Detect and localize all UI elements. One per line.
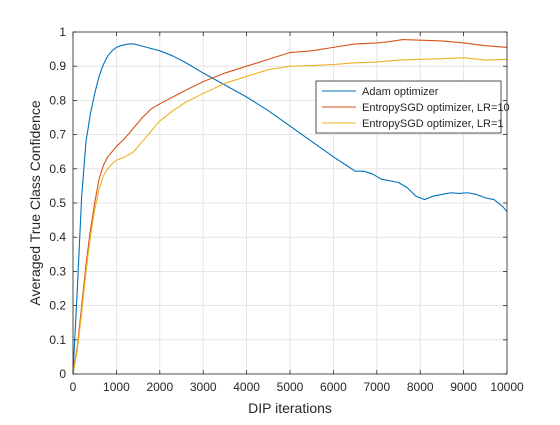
x-tick-label: 10000 xyxy=(490,380,524,394)
x-tick-label: 1000 xyxy=(103,380,130,394)
y-tick-label: 0.7 xyxy=(49,128,66,142)
y-tick-labels: 0 0.1 0.2 0.3 0.4 0.5 0.6 0.7 0.8 0.9 1 xyxy=(49,25,66,381)
x-tick-label: 7000 xyxy=(363,380,390,394)
x-tick-labels: 0 1000 2000 3000 4000 5000 6000 7000 8000 9000 100… xyxy=(70,380,524,394)
series-line-2 xyxy=(72,38,508,375)
legend-label-1: Adam optimizer xyxy=(362,86,439,98)
legend-label-3: EntropySGD optimizer, LR=1 xyxy=(362,118,504,130)
series-line-3 xyxy=(72,57,508,375)
y-tick-label: 0.5 xyxy=(49,196,66,210)
y-tick-label: 0.1 xyxy=(49,333,66,347)
x-axis-label: DIP iterations xyxy=(248,400,332,416)
legend-label-2: EntropySGD optimizer, LR=10 xyxy=(362,102,510,114)
y-tick-label: 1 xyxy=(59,25,66,39)
y-tick-label: 0.3 xyxy=(49,264,66,278)
x-tick-label: 3000 xyxy=(190,380,217,394)
x-tick-label: 5000 xyxy=(277,380,304,394)
x-tick-label: 9000 xyxy=(450,380,477,394)
x-tick-label: 4000 xyxy=(233,380,260,394)
y-tick-label: 0.9 xyxy=(49,59,66,73)
x-tick-label: 8000 xyxy=(407,380,434,394)
series-line-1 xyxy=(72,43,508,375)
y-tick-label: 0.8 xyxy=(49,93,66,107)
legend: Adam optimizer EntropySGD optimizer, LR=1… xyxy=(315,80,510,134)
y-tick-label: 0.6 xyxy=(49,162,66,176)
x-tick-label: 0 xyxy=(70,380,77,394)
series-layer xyxy=(72,38,508,375)
y-tick-label: 0 xyxy=(59,367,66,381)
x-tick-label: 2000 xyxy=(146,380,173,394)
y-tick-label: 0.4 xyxy=(49,230,66,244)
y-tick-label: 0.2 xyxy=(49,299,66,313)
tick-marks xyxy=(72,31,508,375)
x-tick-label: 6000 xyxy=(320,380,347,394)
y-axis-label: Averaged True Class Confidence xyxy=(27,100,43,305)
